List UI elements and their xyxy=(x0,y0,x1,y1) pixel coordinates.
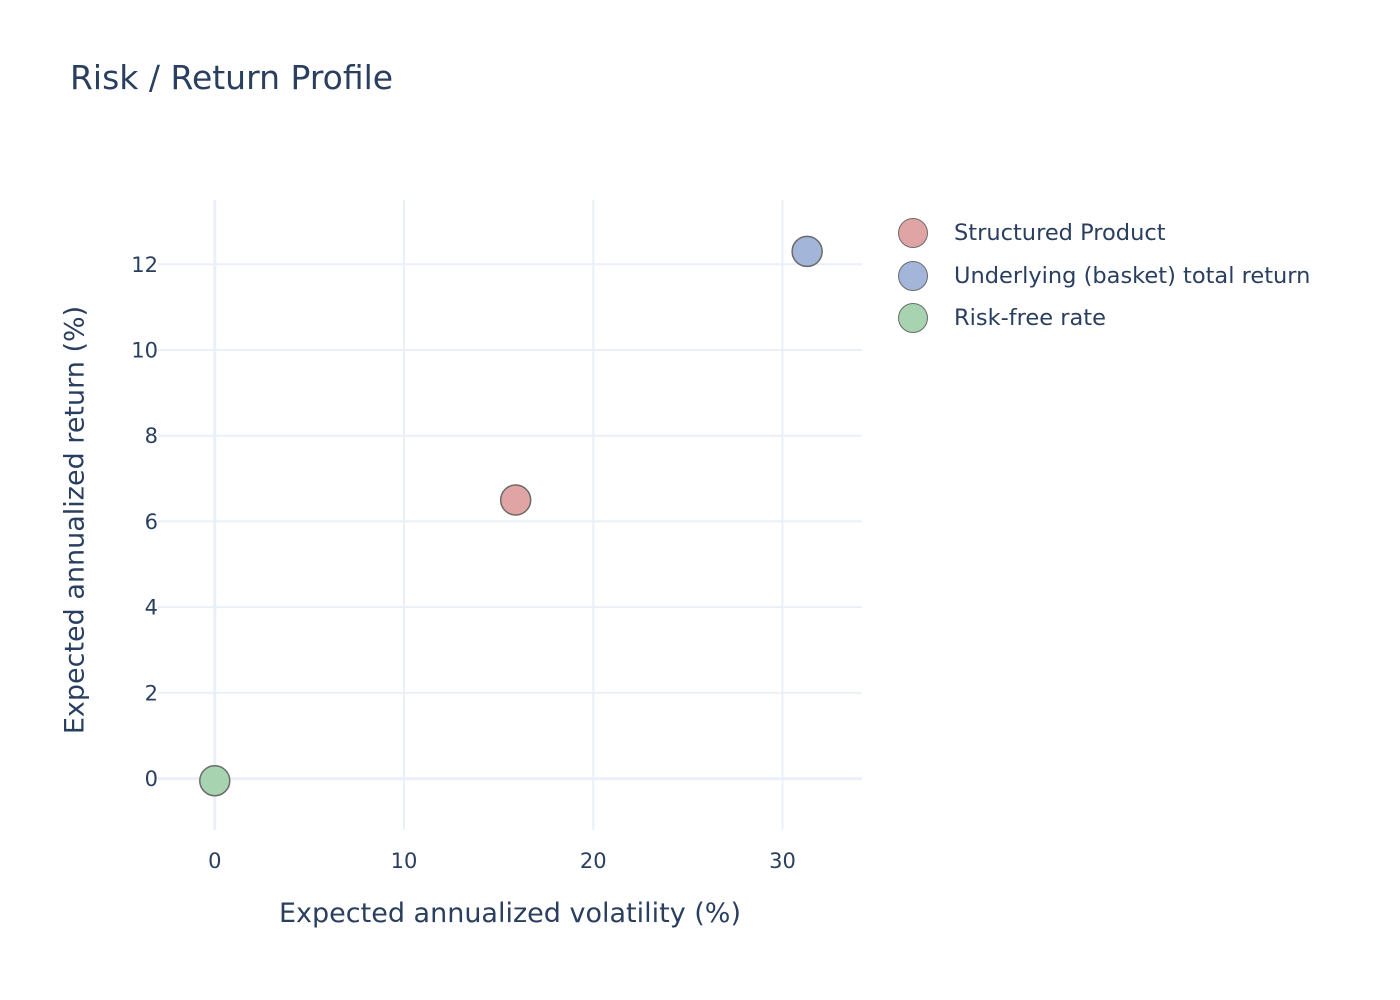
legend-label-risk-free-rate: Risk-free rate xyxy=(954,305,1106,332)
data-point-structured-product xyxy=(499,484,532,516)
y-tick-label-2: 2 xyxy=(145,681,158,705)
y-tick-label-0: 0 xyxy=(145,767,158,791)
legend-label-structured-product: Structured Product xyxy=(954,220,1166,247)
x-tick-label-0: 0 xyxy=(208,849,221,873)
y-tick-label-8: 8 xyxy=(145,424,158,448)
y-tick-label-6: 6 xyxy=(145,510,158,534)
x-tick-label-20: 20 xyxy=(580,849,607,873)
y-tick-label-10: 10 xyxy=(131,339,158,363)
chart-legend: Structured Product Underlying (basket) t… xyxy=(898,212,1310,340)
legend-label-underlying-basket: Underlying (basket) total return xyxy=(954,262,1311,289)
legend-marker-risk-free-rate xyxy=(898,303,928,334)
data-point-underlying-basket-total-return xyxy=(791,235,823,268)
legend-item-structured-product[interactable]: Structured Product xyxy=(898,212,1310,255)
x-tick-label-30: 30 xyxy=(769,849,796,873)
x-tick-label-10: 10 xyxy=(391,849,418,873)
x-axis-title: Expected annualized volatility (%) xyxy=(279,898,741,929)
legend-item-underlying-basket[interactable]: Underlying (basket) total return xyxy=(898,255,1310,298)
y-tick-label-12: 12 xyxy=(131,253,158,277)
legend-item-risk-free-rate[interactable]: Risk-free rate xyxy=(898,297,1310,340)
data-point-risk-free-rate xyxy=(199,764,231,797)
y-tick-label-4: 4 xyxy=(145,596,158,620)
legend-marker-underlying-basket xyxy=(898,260,928,291)
y-axis-title: Expected annualized return (%) xyxy=(59,305,91,735)
chart-title: Risk / Return Profile xyxy=(70,58,394,97)
legend-marker-structured-product xyxy=(898,218,928,249)
